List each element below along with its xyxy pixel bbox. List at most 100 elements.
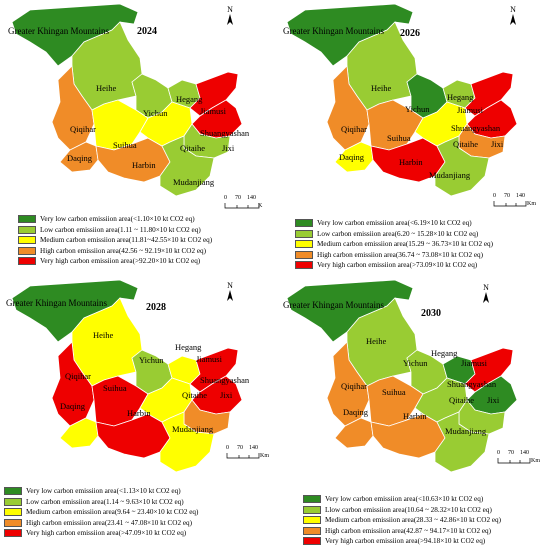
legend-swatch (303, 537, 321, 546)
legend-label: Very low carbon emissiion area(<6.19×10 … (317, 219, 472, 228)
region-mudanjiang (159, 411, 215, 473)
jiamusi-label: Jiamusi (200, 106, 226, 116)
legend-item: Very low carbon emissiion area(<10.63×10… (303, 494, 501, 505)
legend-item: Very low carbon emissiion area(<1.10×10 … (18, 214, 212, 225)
qiqihar-label: Qiqihar (70, 124, 96, 134)
heihe-label: Heihe (371, 83, 392, 93)
legend-item: Medium carbon emissiion area(28.33 ~ 42.… (303, 515, 501, 526)
scale-tick-0: 0 (497, 450, 500, 456)
hegang-label: Hegang (431, 348, 458, 358)
legend-label: Low carbon emissiion area(1.14 ~ 9.63×10… (26, 497, 184, 506)
mudanjiang-label: Mudanjiang (173, 177, 215, 187)
daqing-label: Daqing (60, 401, 86, 411)
legend-swatch (4, 518, 22, 527)
legend-item: Very high carbon emissiion area(>47.09×1… (4, 528, 198, 539)
jiamusi-label: Jiamusi (461, 358, 487, 368)
jiamusi-label: Jiamusi (457, 105, 483, 115)
north-arrow-icon: N (223, 4, 237, 25)
qitaihe-label: Qitaihe (449, 395, 475, 405)
legend-label: Medium carbon emissiion area(15.29 ~ 36.… (317, 240, 494, 249)
province-map-2026 (286, 3, 518, 197)
scale-tick-1: 70 (235, 195, 241, 201)
yichun-label: Yichun (405, 104, 430, 114)
region-daqing (59, 141, 99, 173)
legend-swatch (4, 487, 22, 496)
legend-label: Medium carbon emissiion area(11.81~42.55… (40, 236, 213, 245)
harbin-label: Harbin (132, 160, 156, 170)
region-daqing (334, 141, 374, 173)
legend-label: Very high carbon emissiion area(>92.20×1… (40, 257, 201, 266)
legend-label: Llow carbon emissiion area(10.64 ~ 28.32… (325, 505, 492, 514)
daqing-label: Daqing (339, 152, 365, 162)
map-panel-2028: Greater Khingan Mountains 2028 N Heihe Y… (0, 276, 275, 551)
legend-label: Very low carbon emissiion area(<10.63×10… (325, 495, 484, 504)
region-mudanjiang (434, 135, 490, 197)
scale-tick-1: 70 (508, 450, 514, 456)
legend-swatch (295, 240, 313, 249)
map-panel-2024: Greater Khingan Mountains 2024 N Heihe Y… (0, 0, 275, 275)
region-mudanjiang (434, 411, 490, 473)
year-label: 2030 (421, 308, 441, 319)
legend-label: Very high carbon emissiion area(>73.09×1… (317, 261, 478, 270)
legend-label: Low carbon emissiion area(6.20 ~ 15.28×1… (317, 229, 479, 238)
suihua-label: Suihua (113, 140, 137, 150)
qiqihar-label: Qiqihar (341, 381, 367, 391)
mudanjiang-label: Mudanjiang (172, 424, 214, 434)
scale-unit: Km (527, 201, 536, 207)
daqing-label: Daqing (343, 407, 369, 417)
legend-label: High carbon emissiion area(23.41 ~ 47.08… (26, 518, 193, 527)
legend: Very low carbon emissiion area(<6.19×10 … (295, 218, 493, 271)
qitaihe-label: Qitaihe (453, 139, 479, 149)
legend-swatch (303, 505, 321, 514)
scale-unit: K (258, 203, 263, 209)
region-daqing (334, 417, 374, 449)
north-label: N (227, 281, 233, 290)
north-label: N (483, 283, 489, 292)
greater-khingan-label: Greater Khingan Mountains (8, 26, 109, 36)
province-map-2030 (286, 279, 518, 473)
north-arrow-icon: N (223, 280, 237, 301)
jixi-label: Jixi (491, 139, 504, 149)
legend: Very low carbon emissiion area(<1.10×10 … (18, 214, 212, 267)
legend-item: High carbon emissiion area(42.87 ~ 94.17… (303, 526, 501, 537)
legend-swatch (295, 250, 313, 259)
legend-item: Very low carbon emissiion area(<6.19×10 … (295, 218, 493, 229)
jixi-label: Jixi (222, 143, 235, 153)
north-label: N (227, 5, 233, 14)
legend: Very low carbon emissiion area(<10.63×10… (303, 494, 501, 547)
qitaihe-label: Qitaihe (180, 143, 206, 153)
scale-bar: 0 70 140 Km (226, 445, 270, 465)
qitaihe-label: Qitaihe (182, 390, 208, 400)
legend-label: High carbon emissiion area(42.87 ~ 94.17… (325, 526, 492, 535)
scale-unit: Km (531, 458, 540, 464)
legend-swatch (4, 497, 22, 506)
legend-item: Medium carbon emissiion area(9.64 ~ 23.4… (4, 507, 198, 518)
year-label: 2028 (146, 302, 166, 313)
scale-bar: 0 70 140 Km (493, 193, 537, 213)
yichun-label: Yichun (143, 108, 168, 118)
map-panel-2030: Greater Khingan Mountains 2030 N Heihe Y… (275, 276, 550, 551)
year-label: 2024 (137, 26, 157, 37)
legend-swatch (4, 508, 22, 517)
legend-item: High carbon emissiion area(23.41 ~ 47.08… (4, 518, 198, 529)
legend-item: Very high carbon emissiion area(>73.09×1… (295, 260, 493, 271)
scale-tick-0: 0 (493, 193, 496, 199)
province-map-2024 (11, 3, 243, 197)
greater-khingan-label: Greater Khingan Mountains (283, 300, 384, 310)
region-mudanjiang (159, 135, 215, 197)
jixi-label: Jixi (487, 395, 500, 405)
map-panel-2026: Greater Khingan Mountains 2026 N Heihe Y… (275, 0, 550, 275)
legend-label: Very high carbon emissiion area(>94.18×1… (325, 537, 486, 546)
scale-tick-0: 0 (224, 195, 227, 201)
mudanjiang-label: Mudanjiang (445, 426, 487, 436)
north-label: N (510, 5, 516, 14)
harbin-label: Harbin (399, 157, 423, 167)
suihua-label: Suihua (387, 133, 411, 143)
legend-label: Medium carbon emissiion area(28.33 ~ 42.… (325, 516, 502, 525)
scale-unit: Km (260, 453, 269, 459)
scale-tick-2: 140 (520, 450, 529, 456)
year-label: 2026 (400, 28, 420, 39)
legend-swatch (295, 229, 313, 238)
legend-label: High carbon emissiion area(36.74 ~ 73.08… (317, 250, 484, 259)
legend-swatch (18, 246, 36, 255)
